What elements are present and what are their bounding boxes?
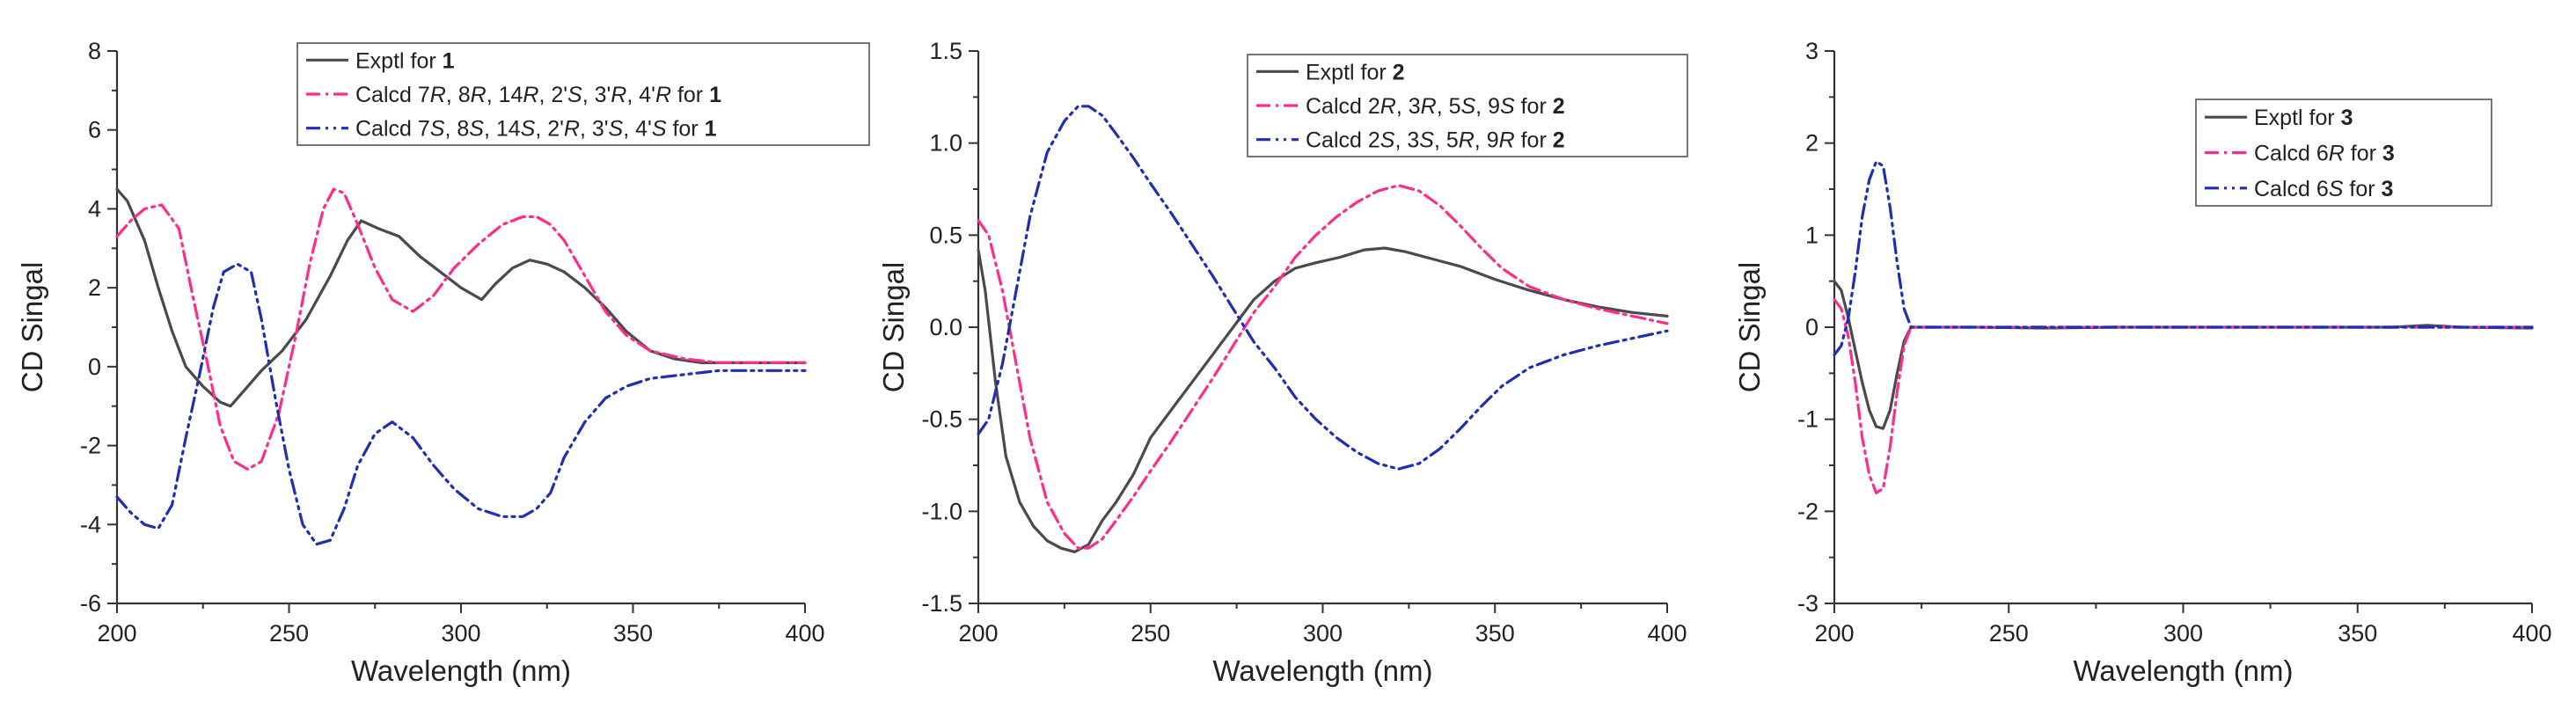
x-tick-label: 250 (1131, 620, 1170, 647)
y-tick-label: -0.5 (921, 406, 962, 433)
y-tick-label: 6 (88, 117, 101, 143)
y-tick-label: 4 (88, 195, 101, 222)
y-tick-label: -3 (1797, 590, 1819, 617)
y-tick-label: 1.0 (929, 130, 962, 157)
y-tick-label: 0.5 (929, 222, 962, 248)
x-tick-label: 300 (2163, 620, 2203, 647)
x-axis-title: Wavelength (nm) (2073, 654, 2293, 687)
y-tick-label: 2 (1805, 130, 1819, 157)
legend-label: Calcd 7R, 8R, 14R, 2'S, 3'R, 4'R for 1 (355, 83, 721, 107)
x-axis-title: Wavelength (nm) (351, 654, 571, 687)
x-tick-label: 200 (97, 620, 136, 647)
y-tick-label: -1.0 (921, 498, 962, 524)
y-tick-label: 0 (88, 354, 101, 380)
x-tick-label: 250 (269, 620, 309, 647)
legend-label: Exptl for 1 (355, 48, 455, 73)
legend: Exptl for 2 Calcd 2R, 3R, 5S, 9S for 2 Cal… (1247, 54, 1688, 157)
series-line-3 (1833, 160, 2534, 356)
x-tick-label: 200 (958, 620, 998, 647)
y-axis-title: CD Singal (877, 262, 910, 393)
y-axis-title: CD Singal (1733, 262, 1766, 393)
y-tick-label: 8 (88, 38, 101, 64)
y-tick-label: 0 (1805, 314, 1819, 340)
y-tick-label: -1 (1797, 406, 1819, 433)
legend-box (296, 42, 870, 146)
x-tick-label: 350 (1475, 620, 1515, 647)
y-tick-label: 0.0 (929, 314, 962, 340)
series-line-3 (115, 262, 807, 546)
y-tick-label: 3 (1805, 38, 1819, 64)
legend-label: Calcd 2R, 3R, 5S, 9S for 2 (1306, 94, 1565, 119)
chart-panel-2: 200 250 300 350 400 -1.5 -1.0 -0.5 0.0 0.5 1.0 1.5 W… (877, 38, 1688, 687)
legend-label: Calcd 2S, 3S, 5R, 9R for 2 (1306, 128, 1565, 153)
y-tick-label: -2 (1797, 498, 1819, 524)
legend-label: Calcd 7S, 8S, 14S, 2'R, 3'S, 4'S for 1 (355, 117, 717, 142)
y-tick-label: 2 (88, 274, 101, 301)
legend: Exptl for 3 Calcd 6R for 3 Calcd 6S for 3 (2195, 99, 2492, 207)
series-line-2 (115, 187, 807, 471)
x-tick-label: 300 (1303, 620, 1343, 647)
y-tick-label: 1 (1805, 222, 1819, 248)
x-tick-label: 200 (1814, 620, 1854, 647)
series-line-2 (977, 184, 1669, 550)
legend-label: Calcd 6R for 3 (2254, 142, 2395, 166)
x-tick-label: 250 (1989, 620, 2029, 647)
legend: Exptl for 1 Calcd 7R, 8R, 14R, 2'S, 3'R, … (296, 42, 870, 146)
x-tick-label: 300 (441, 620, 480, 647)
x-tick-label: 350 (613, 620, 653, 647)
legend-label: Exptl for 3 (2254, 106, 2353, 130)
chart-panel-1: 200 250 300 350 400 -6 -4 -2 0 2 4 6 8 Wavelength (nm… (16, 38, 870, 687)
y-axis-title: CD Singal (16, 262, 48, 393)
series-line-3 (977, 105, 1669, 471)
x-tick-label: 400 (785, 620, 824, 647)
x-tick-label: 400 (1647, 620, 1687, 647)
series-line-1 (977, 246, 1669, 553)
legend-box (1247, 54, 1688, 157)
legend-label: Calcd 6S for 3 (2254, 177, 2393, 201)
y-tick-label: -2 (80, 433, 101, 459)
legend-label: Exptl for 2 (1306, 60, 1405, 84)
y-tick-label: 1.5 (929, 38, 962, 64)
series-line-1 (115, 187, 807, 408)
x-tick-label: 400 (2512, 620, 2551, 647)
x-axis-title: Wavelength (nm) (1212, 654, 1432, 687)
y-tick-label: -6 (80, 590, 101, 617)
y-tick-label: -4 (80, 511, 101, 537)
x-tick-label: 350 (2338, 620, 2377, 647)
series-line-1 (1833, 280, 2534, 430)
y-tick-label: -1.5 (921, 590, 962, 617)
chart-panel-3: 200 250 300 350 400 -3 -2 -1 0 1 2 3 Wavelength (nm)… (1733, 38, 2552, 687)
